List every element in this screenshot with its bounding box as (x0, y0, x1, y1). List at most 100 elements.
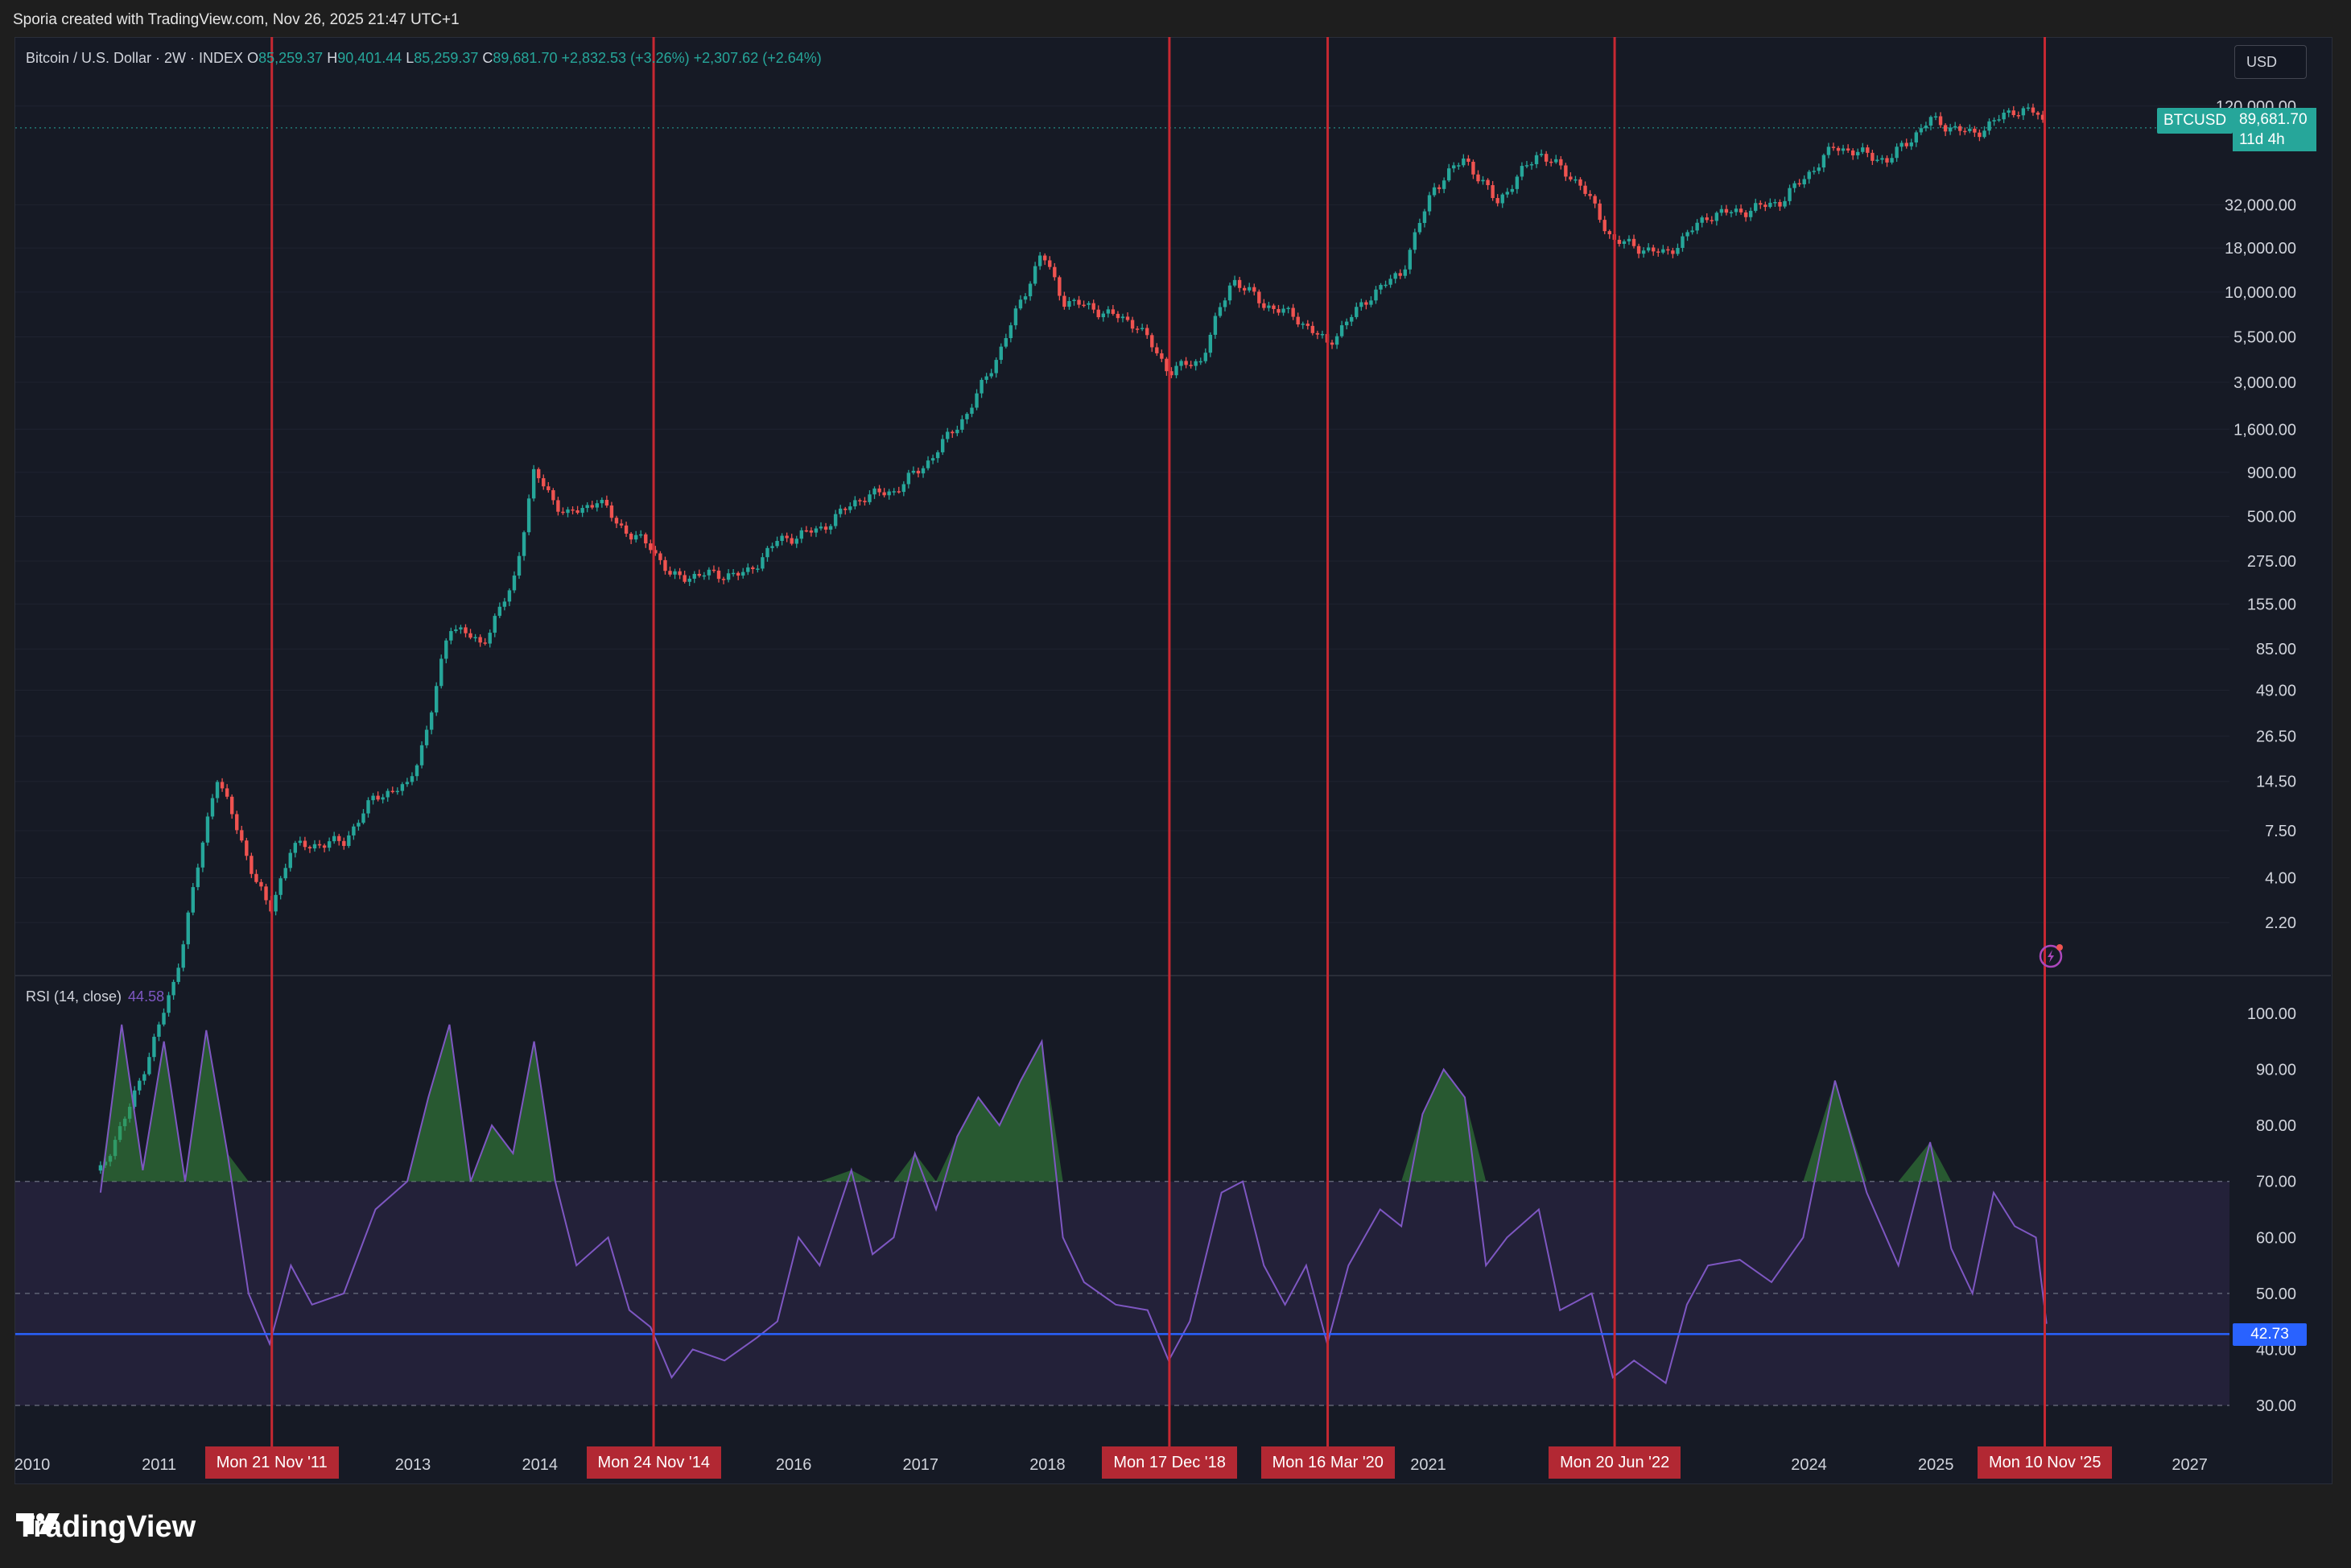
candle-body (649, 543, 653, 551)
candle-body (1899, 142, 1903, 147)
candle-body (989, 373, 993, 377)
candle-body (405, 782, 410, 785)
candle-body (395, 790, 400, 793)
candle-body (916, 470, 921, 474)
candle-body (804, 530, 809, 532)
candle-body (1846, 148, 1850, 151)
candle-body (274, 894, 278, 912)
candle-body (1895, 146, 1899, 159)
candle-body (1135, 328, 1140, 330)
candle-body (1427, 195, 1432, 212)
candle-body (1656, 251, 1660, 253)
candle-body (1880, 158, 1884, 160)
price-axis-tick: 32,000.00 (2225, 197, 2296, 215)
candle-body (1510, 188, 1515, 192)
candle-body (357, 823, 361, 827)
candle-body (1413, 232, 1417, 250)
candle-body (848, 506, 852, 510)
candle-body (133, 1090, 137, 1108)
candle-body (1096, 309, 1100, 318)
tradingview-logo-icon (16, 1513, 60, 1534)
candle-body (1676, 247, 1680, 254)
candle-body (497, 606, 502, 617)
candle-body (1836, 147, 1841, 151)
candle-body (1534, 155, 1539, 164)
candle-body (1748, 210, 1753, 217)
candle-body (785, 535, 789, 538)
candle-body (250, 856, 254, 874)
rsi-axis-tick: 100.00 (2247, 1005, 2296, 1023)
candle-body (1754, 203, 1758, 211)
time-axis-tick: 2014 (522, 1456, 558, 1474)
candle-body (2016, 115, 2021, 117)
candle-body (683, 575, 687, 582)
candle-body (547, 486, 551, 490)
candle-body (2021, 108, 2026, 116)
candle-body (2035, 112, 2040, 115)
candle-body (1242, 287, 1247, 291)
candle-body (1218, 307, 1223, 316)
candle-body (254, 873, 258, 882)
candle-body (1442, 180, 1446, 189)
candle-body (142, 1074, 146, 1081)
candle-body (770, 546, 774, 548)
candle-body (999, 346, 1003, 361)
candle-body (1437, 187, 1442, 189)
candle-body (1574, 179, 1578, 181)
candle-body (2011, 110, 2015, 116)
candle-body (911, 470, 916, 473)
candle-body (901, 484, 906, 493)
chart-frame[interactable] (14, 37, 2332, 1484)
time-axis-tick: 2017 (903, 1456, 939, 1474)
candle-body (1291, 307, 1295, 317)
candle-body (1919, 128, 1924, 133)
candle-body (1145, 328, 1149, 336)
high-label: H (327, 50, 338, 66)
time-axis-tick: 2027 (2172, 1456, 2208, 1474)
symbol-legend: Bitcoin / U.S. Dollar · 2W · INDEX O85,2… (26, 50, 822, 67)
candle-body (1223, 300, 1227, 307)
candle-body (775, 540, 779, 547)
candle-body (1636, 246, 1641, 254)
candle-body (526, 498, 531, 533)
candle-body (468, 633, 472, 638)
time-axis-tick: 2021 (1410, 1456, 1446, 1474)
candle-body (1120, 316, 1125, 319)
candle-body (288, 852, 292, 869)
candle-body (1140, 328, 1145, 329)
candle-body (1646, 247, 1651, 251)
candle-body (1958, 126, 1962, 131)
candle-body (1861, 147, 1865, 152)
candle-body (1734, 208, 1739, 213)
price-axis-tick: 155.00 (2247, 596, 2296, 613)
candle-body (1189, 365, 1193, 366)
candle-body (1622, 241, 1627, 244)
candle-body (984, 376, 988, 380)
candle-body (600, 500, 604, 504)
candle-body (317, 844, 322, 846)
candle-body (887, 491, 891, 496)
candle-body (459, 627, 463, 629)
candle-body (1491, 185, 1495, 199)
tradingview-logo[interactable]: TradingView (16, 1510, 196, 1545)
candle-body (1393, 273, 1397, 279)
candle-body (941, 439, 945, 452)
candle-body (1452, 165, 1456, 169)
price-axis-tick: 7.50 (2265, 823, 2296, 840)
currency-button[interactable]: USD (2234, 45, 2307, 79)
candle-body (1160, 353, 1164, 359)
candle-body (147, 1057, 151, 1075)
candle-body (1198, 361, 1202, 363)
lightning-alert-icon[interactable] (2039, 943, 2064, 968)
candle-body (1948, 127, 1953, 132)
candle-body (877, 488, 881, 493)
candle-body (1305, 324, 1310, 326)
candle-body (1106, 309, 1111, 314)
candle-body (1028, 283, 1033, 297)
candle-body (1763, 204, 1767, 208)
candle-body (1457, 165, 1461, 167)
candle-body (1008, 325, 1013, 339)
candle-body (678, 571, 682, 576)
candle-body (975, 393, 979, 408)
